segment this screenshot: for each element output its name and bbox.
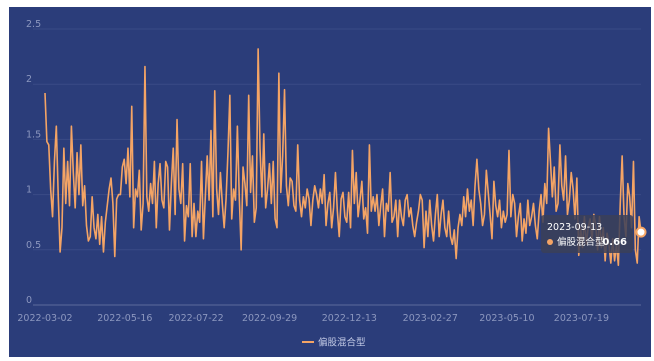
tooltip-background bbox=[541, 215, 633, 253]
tooltip: 2023-09-13 偏股混合型 0.66 bbox=[541, 215, 633, 253]
tooltip-date: 2023-09-13 bbox=[547, 222, 602, 233]
series-line bbox=[44, 48, 642, 267]
legend-label[interactable]: 偏股混合型 bbox=[318, 337, 366, 349]
line-chart: 0 0.5 1 1.5 2 2.5 2022-03-02 2022-05-16 2022-07… bbox=[17, 19, 647, 349]
x-tick-label: 2022-05-16 bbox=[97, 313, 152, 324]
x-axis-ticks: 2022-03-02 2022-05-16 2022-07-22 2022-09-29… bbox=[17, 313, 609, 324]
y-tick-label: 2 bbox=[26, 74, 32, 85]
x-tick-label: 2023-02-27 bbox=[403, 313, 458, 324]
chart-container: 0 0.5 1 1.5 2 2.5 2022-03-02 2022-05-16 2022-07… bbox=[9, 7, 651, 357]
x-tick-label: 2022-09-29 bbox=[242, 313, 297, 324]
y-tick-label: 0 bbox=[26, 295, 32, 306]
y-tick-label: 1 bbox=[26, 185, 32, 196]
x-tick-label: 2022-12-13 bbox=[322, 313, 377, 324]
y-axis-ticks: 0 0.5 1 1.5 2 2.5 bbox=[26, 19, 41, 306]
y-tick-label: 1.5 bbox=[26, 129, 41, 140]
hover-point[interactable] bbox=[635, 226, 647, 238]
tooltip-series-name: 偏股混合型 bbox=[557, 236, 605, 248]
x-tick-label: 2022-07-22 bbox=[169, 313, 224, 324]
tooltip-value: 0.66 bbox=[602, 237, 627, 248]
x-tick-label: 2022-03-02 bbox=[17, 313, 72, 324]
y-tick-label: 2.5 bbox=[26, 19, 41, 30]
y-tick-label: 0.5 bbox=[26, 240, 41, 251]
x-tick-label: 2023-05-10 bbox=[479, 313, 534, 324]
x-tick-label: 2023-07-19 bbox=[554, 313, 609, 324]
tooltip-marker-icon bbox=[547, 239, 553, 245]
legend[interactable]: 偏股混合型 bbox=[302, 337, 366, 349]
